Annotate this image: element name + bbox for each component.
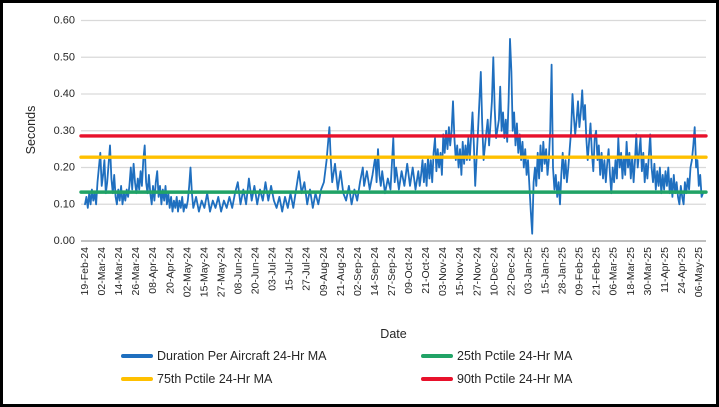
x-tick-label: 02-Mar-24 [96, 247, 108, 296]
x-tick-label: 03-Jan-25 [522, 247, 534, 294]
x-tick-label: 27-May-24 [215, 247, 227, 297]
x-tick-label: 06-Mar-25 [608, 247, 620, 296]
legend-item-25th-pctile[interactable]: 25th Pctile 24-Hr MA [421, 349, 572, 363]
x-tick-label: 30-Mar-25 [642, 247, 654, 296]
y-axis-title: Seconds [24, 105, 38, 155]
x-tick-label: 22-Dec-24 [505, 247, 517, 296]
x-tick-label: 14-Sep-24 [369, 247, 381, 296]
y-tick-label: 0.60 [54, 15, 75, 27]
x-tick-label: 06-May-25 [693, 247, 705, 297]
x-tick-label: 24-Apr-25 [676, 247, 688, 294]
x-tick-label: 14-Mar-24 [113, 247, 125, 296]
x-tick-label: 03-Nov-24 [437, 247, 449, 296]
x-tick-label: 15-Jan-25 [540, 247, 552, 294]
x-tick-label: 21-Oct-24 [420, 247, 432, 294]
x-tick-label: 21-Aug-24 [335, 247, 347, 296]
y-tick-label: 0.00 [54, 235, 75, 247]
x-tick-label: 20-Jun-24 [250, 247, 262, 294]
legend-marker-red-line [421, 377, 453, 381]
x-tick-label: 08-Apr-24 [147, 247, 159, 294]
x-tick-label: 09-Feb-25 [574, 247, 586, 296]
x-tick-label: 02-Sep-24 [352, 247, 364, 296]
x-tick-label: 28-Jan-25 [557, 247, 569, 294]
legend-marker-blue-line [121, 354, 153, 358]
y-tick-label: 0.50 [54, 51, 75, 63]
legend-item-75th-pctile[interactable]: 75th Pctile 24-Hr MA [121, 372, 272, 386]
x-tick-label: 18-Mar-25 [625, 247, 637, 296]
x-axis-title: Date [380, 327, 407, 341]
x-tick-label: 11-Apr-25 [659, 247, 671, 293]
y-tick-label: 0.30 [54, 125, 75, 137]
x-tick-label: 03-Jul-24 [267, 247, 279, 291]
x-tick-label: 26-Mar-24 [130, 247, 142, 296]
x-tick-label: 20-Apr-24 [164, 247, 176, 294]
chart-canvas: 0.00 0.10 0.20 0.30 0.40 0.50 0.60 19-Feb-24 02-… [54, 15, 708, 297]
y-tick-label: 0.10 [54, 198, 75, 210]
x-tick-label: 09-Oct-24 [403, 247, 415, 294]
x-tick-label: 15-Jul-24 [284, 247, 296, 291]
x-tick-label: 02-May-24 [181, 247, 193, 297]
x-tick-label: 27-Jul-24 [301, 247, 313, 291]
x-tick-label: 10-Dec-24 [488, 247, 500, 296]
legend-item-90th-pctile[interactable]: 90th Pctile 24-Hr MA [421, 372, 572, 386]
legend-marker-yellow-line [121, 377, 153, 381]
legend-label: 25th Pctile 24-Hr MA [457, 349, 573, 363]
x-tick-label: 09-Aug-24 [318, 247, 330, 296]
legend-label: 90th Pctile 24-Hr MA [457, 372, 573, 386]
y-tick-label: 0.20 [54, 162, 75, 174]
duration-series-line [84, 38, 704, 235]
x-tick-label: 27-Nov-24 [471, 247, 483, 296]
y-tick-label: 0.40 [54, 88, 75, 100]
x-tick-label: 15-May-24 [198, 247, 210, 297]
legend-label: Duration Per Aircraft 24-Hr MA [157, 349, 327, 363]
x-tick-label: 15-Nov-24 [454, 247, 466, 296]
x-tick-label: 08-Jun-24 [233, 247, 245, 294]
legend-label: 75th Pctile 24-Hr MA [157, 372, 273, 386]
legend-marker-green-line [421, 354, 453, 358]
x-tick-label: 27-Sep-24 [386, 247, 398, 296]
x-tick-label: 21-Feb-25 [591, 247, 603, 296]
legend-item-duration-series[interactable]: Duration Per Aircraft 24-Hr MA [121, 349, 327, 363]
x-tick-label: 19-Feb-24 [79, 247, 91, 296]
